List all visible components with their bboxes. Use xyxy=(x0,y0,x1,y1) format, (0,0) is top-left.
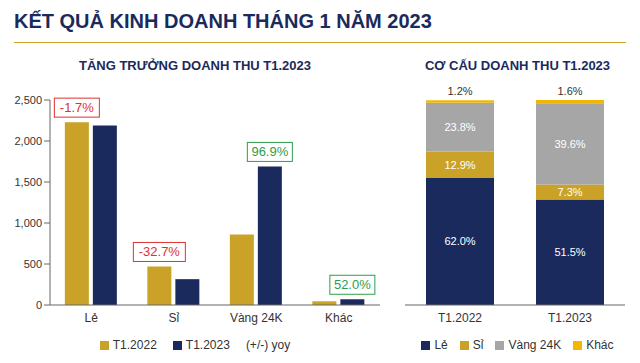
svg-text:Khác: Khác xyxy=(325,311,352,325)
svg-text:1.6%: 1.6% xyxy=(557,85,582,97)
svg-text:-1.7%: -1.7% xyxy=(60,100,94,115)
svg-text:62.0%: 62.0% xyxy=(444,235,475,247)
html-text:Khác: Khác xyxy=(586,338,614,352)
html-text:KẾT QUẢ KINH DOANH THÁNG 1 NĂM: KẾT QUẢ KINH DOANH THÁNG 1 NĂM 2023 xyxy=(14,10,432,32)
html-text:T1.2022: T1.2022 xyxy=(112,338,157,352)
svg-text:Vàng 24K: Vàng 24K xyxy=(230,311,283,325)
svg-text:39.6%: 39.6% xyxy=(554,138,585,150)
svg-text:500: 500 xyxy=(24,258,42,270)
svg-text:52.0%: 52.0% xyxy=(334,277,371,292)
svg-text:2,000: 2,000 xyxy=(14,135,42,147)
svg-text:51.5%: 51.5% xyxy=(554,246,585,258)
html-text:Lẻ: Lẻ xyxy=(434,338,448,352)
svg-text:Lẻ: Lẻ xyxy=(85,311,99,325)
svg-text:0: 0 xyxy=(36,299,42,311)
svg-text:T1.2022: T1.2022 xyxy=(438,311,482,325)
html-text:CƠ CẤU DOANH THU T1.2023: CƠ CẤU DOANH THU T1.2023 xyxy=(424,58,611,73)
html-text:Sỉ: Sỉ xyxy=(472,338,484,352)
svg-text:23.8%: 23.8% xyxy=(444,121,475,133)
svg-text:T1.2023: T1.2023 xyxy=(548,311,592,325)
svg-text:-32.7%: -32.7% xyxy=(139,244,181,259)
svg-text:96.9%: 96.9% xyxy=(251,144,288,159)
svg-text:Sỉ: Sỉ xyxy=(168,311,179,325)
html-text:Vàng 24K: Vàng 24K xyxy=(508,338,562,352)
svg-text:2,500: 2,500 xyxy=(14,94,42,106)
svg-text:1.2%: 1.2% xyxy=(447,85,472,97)
svg-text:1,000: 1,000 xyxy=(14,217,42,229)
svg-text:12.9%: 12.9% xyxy=(444,159,475,171)
svg-text:7.3%: 7.3% xyxy=(557,186,582,198)
html-text:TĂNG TRƯỞNG DOANH THU T1.2023: TĂNG TRƯỞNG DOANH THU T1.2023 xyxy=(79,58,311,73)
html-text:T1.2023: T1.2023 xyxy=(185,338,230,352)
html-text:(+/-) yoy: (+/-) yoy xyxy=(245,338,291,352)
svg-text:1,500: 1,500 xyxy=(14,176,42,188)
